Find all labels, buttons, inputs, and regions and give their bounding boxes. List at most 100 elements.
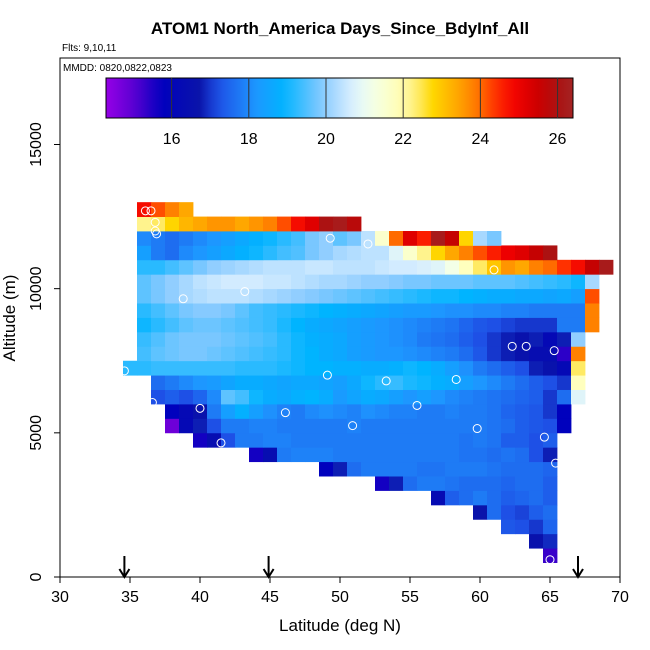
heatmap-cell [543, 476, 558, 491]
heatmap-cell [319, 288, 334, 304]
heatmap-cell [501, 389, 516, 405]
heatmap-cell [571, 303, 586, 318]
heatmap-cell [291, 331, 306, 347]
heatmap-cell [361, 245, 376, 261]
heatmap-cell [333, 375, 348, 390]
heatmap-cell [291, 346, 306, 362]
heatmap-cell [375, 346, 390, 362]
heatmap-cell [375, 389, 390, 405]
heatmap-cell [221, 404, 236, 419]
heatmap-cell [459, 490, 474, 506]
heatmap-cell [333, 461, 348, 477]
heatmap-cell [361, 303, 376, 318]
heatmap-cell [291, 259, 306, 275]
heatmap-cell [515, 360, 530, 376]
heatmap-cell [137, 331, 152, 347]
heatmap-cell [235, 231, 250, 246]
heatmap-cell [151, 360, 166, 376]
heatmap-cell [235, 317, 250, 333]
heatmap-cell [473, 404, 488, 419]
heatmap-cell [179, 303, 194, 318]
flight-point [412, 400, 422, 410]
heatmap-cell [235, 259, 250, 275]
heatmap-cell [277, 288, 292, 304]
heatmap-cell [277, 245, 292, 261]
heatmap-cell [501, 288, 516, 304]
heatmap-cell [347, 346, 362, 362]
heatmap-cell [543, 418, 558, 434]
heatmap-cell [305, 274, 320, 290]
heatmap-cell [571, 288, 586, 304]
heatmap-cell [165, 317, 180, 333]
heatmap-cell [389, 476, 404, 491]
heatmap-cell [473, 432, 488, 448]
heatmap-cell [501, 404, 516, 419]
heatmap-cell [389, 360, 404, 376]
heatmap-cell [501, 274, 516, 290]
heatmap-cell [235, 331, 250, 347]
heatmap-cell [305, 245, 320, 261]
heatmap-cell [501, 346, 516, 362]
flight-point [146, 206, 156, 216]
y-tick-label: 5000 [28, 415, 45, 451]
flight-point [195, 403, 205, 413]
heatmap-cell [375, 317, 390, 333]
heatmap-cell [529, 432, 544, 448]
heatmap-cell [403, 317, 418, 333]
heatmap-cell [459, 476, 474, 491]
heatmap-cell [179, 375, 194, 390]
flight-marker-arrow [118, 556, 131, 579]
heatmap-cell [207, 360, 222, 376]
heatmap-cell [403, 432, 418, 448]
heatmap-cell [221, 231, 236, 246]
heatmap-cell [263, 317, 278, 333]
heatmap-cell [277, 216, 292, 232]
heatmap-cell [137, 288, 152, 304]
heatmap-cell [347, 389, 362, 405]
heatmap-cell [207, 404, 222, 419]
heatmap-cell [361, 331, 376, 347]
heatmap-cell [459, 447, 474, 463]
heatmap-cell [319, 274, 334, 290]
heatmap-cell [431, 375, 446, 390]
heatmap-cell [501, 519, 516, 535]
heatmap-cell [235, 404, 250, 419]
colorbar-tick-label: 22 [394, 131, 412, 148]
chart-title: ATOM1 North_America Days_Since_BdyInf_Al… [151, 19, 529, 38]
heatmap-cell [389, 317, 404, 333]
heatmap-cell [263, 418, 278, 434]
heatmap-cell [473, 331, 488, 347]
heatmap-cell [333, 303, 348, 318]
heatmap-cell [277, 303, 292, 318]
heatmap-cell [235, 216, 250, 232]
x-tick-label: 60 [471, 589, 489, 606]
heatmap-cell [291, 375, 306, 390]
heatmap-cell [389, 432, 404, 448]
heatmap-cell [207, 346, 222, 362]
colorbar-tick-label: 20 [317, 131, 335, 148]
heatmap-cell [305, 404, 320, 419]
heatmap-cell [319, 432, 334, 448]
heatmap-cell [361, 259, 376, 275]
heatmap-cell [151, 288, 166, 304]
heatmap-cell [417, 303, 432, 318]
heatmap-cell [291, 447, 306, 463]
heatmap-cell [263, 303, 278, 318]
heatmap-cell [473, 288, 488, 304]
heatmap-cell [249, 331, 264, 347]
heatmap-cell [557, 389, 572, 405]
heatmap-cell [473, 360, 488, 376]
heatmap-cell [207, 288, 222, 304]
heatmap-cell [193, 317, 208, 333]
heatmap-cell [417, 432, 432, 448]
heatmap-cell [557, 317, 572, 333]
heatmap-cell [529, 389, 544, 405]
heatmap-cell [585, 274, 600, 290]
flight-point [322, 370, 332, 380]
heatmap-cell [459, 389, 474, 405]
heatmap-cell [235, 245, 250, 261]
heatmap-cell [151, 216, 166, 232]
heatmap-cell [529, 259, 544, 275]
heatmap-cell [193, 245, 208, 261]
heatmap-cell [137, 216, 152, 232]
